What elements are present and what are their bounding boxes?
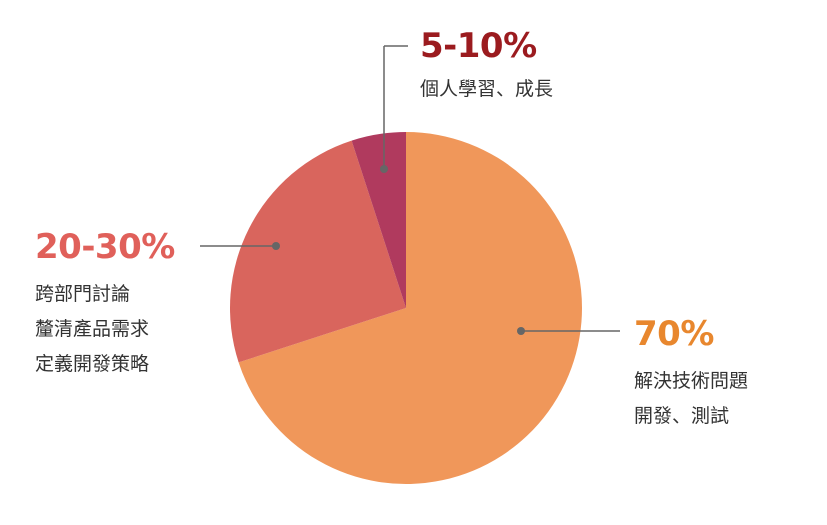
slice-description-line: 個人學習、成長: [420, 78, 554, 100]
pie-slice-70: [238, 132, 582, 484]
slice-label-20-30: 20-30% 跨部門討論 釐清產品需求 定義開發策略: [35, 227, 175, 382]
slice-description-line: 解決技術問題: [634, 370, 749, 392]
slice-description-line: 釐清產品需求: [35, 318, 150, 340]
slice-label-5-10: 5-10% 個人學習、成長: [420, 26, 553, 107]
pie-slice-20-30: [230, 140, 406, 363]
slice-description-line: 跨部門討論: [35, 283, 131, 305]
connector-dot-5-10: [380, 165, 388, 173]
slice-description-5-10: 個人學習、成長: [420, 72, 553, 107]
connector-dot-70: [517, 327, 525, 335]
slice-description-line: 開發、測試: [634, 405, 730, 427]
pie-slice-5-10: [351, 132, 406, 308]
slice-percent-20-30: 20-30%: [35, 227, 175, 267]
connector-dot-20-30: [272, 242, 280, 250]
slice-description-70: 解決技術問題 開發、測試: [634, 364, 748, 434]
slice-label-70: 70% 解決技術問題 開發、測試: [634, 314, 748, 434]
slice-description-20-30: 跨部門討論 釐清產品需求 定義開發策略: [35, 277, 175, 382]
slice-description-line: 定義開發策略: [35, 353, 150, 375]
slice-percent-5-10: 5-10%: [420, 26, 537, 66]
slice-percent-70: 70%: [634, 314, 714, 354]
